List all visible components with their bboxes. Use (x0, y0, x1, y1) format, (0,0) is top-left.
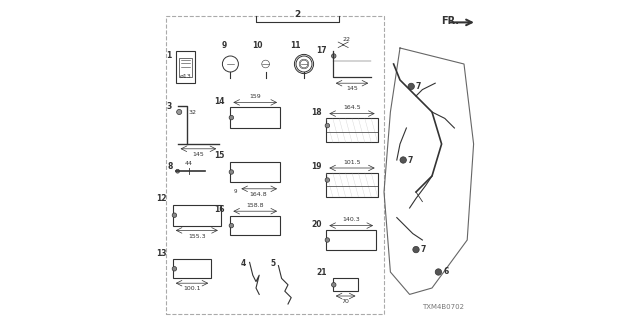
Text: 3: 3 (166, 102, 172, 111)
Bar (326, 118, 378, 142)
Circle shape (325, 123, 330, 128)
Text: 16: 16 (214, 205, 225, 214)
Text: 7: 7 (421, 245, 426, 254)
Bar (230, 216, 280, 235)
Circle shape (400, 157, 406, 163)
Circle shape (332, 283, 336, 287)
Text: 5: 5 (270, 260, 275, 268)
Text: 70: 70 (342, 299, 349, 304)
Bar (326, 230, 376, 250)
Circle shape (408, 83, 415, 90)
Circle shape (175, 169, 179, 173)
Text: 19: 19 (311, 162, 322, 171)
Text: 18: 18 (311, 108, 322, 117)
Bar (230, 162, 280, 182)
Text: 145: 145 (193, 152, 204, 157)
Text: 9: 9 (234, 189, 237, 194)
Text: 159: 159 (250, 94, 261, 99)
Text: 164.5: 164.5 (343, 105, 361, 110)
Text: 101.5: 101.5 (343, 160, 361, 165)
Circle shape (172, 213, 177, 218)
Bar (166, 16, 384, 314)
Text: 14: 14 (214, 97, 225, 106)
Text: 44: 44 (185, 161, 193, 166)
Text: 4: 4 (241, 260, 246, 268)
Text: 2: 2 (294, 10, 301, 19)
Circle shape (229, 223, 234, 228)
Text: TXM4B0702: TXM4B0702 (422, 304, 464, 310)
Text: ø13: ø13 (180, 73, 191, 78)
Text: 145: 145 (346, 86, 358, 92)
Circle shape (325, 238, 330, 242)
Text: 22: 22 (342, 37, 351, 42)
Bar (176, 51, 195, 83)
Bar (333, 278, 358, 291)
Text: 17: 17 (316, 46, 326, 55)
Text: 15: 15 (214, 151, 225, 160)
Text: 11: 11 (291, 41, 301, 50)
Circle shape (229, 170, 234, 174)
Text: 10: 10 (252, 41, 262, 50)
Text: 8: 8 (168, 162, 173, 171)
Text: 140.3: 140.3 (342, 217, 360, 222)
Bar (179, 58, 192, 77)
Text: 20: 20 (311, 220, 322, 229)
Circle shape (413, 246, 419, 253)
Circle shape (172, 267, 177, 271)
Circle shape (332, 54, 336, 58)
Text: 9: 9 (222, 41, 227, 50)
Text: 100.1: 100.1 (183, 286, 201, 292)
Text: 164.8: 164.8 (250, 192, 268, 197)
Text: FR.: FR. (442, 16, 460, 26)
Text: 7: 7 (416, 82, 421, 91)
Bar (326, 173, 378, 197)
Text: 13: 13 (157, 249, 167, 258)
Text: 155.3: 155.3 (188, 234, 205, 239)
Circle shape (177, 109, 182, 115)
Bar (173, 259, 211, 278)
Text: 21: 21 (317, 268, 327, 277)
Circle shape (325, 178, 330, 182)
Circle shape (435, 269, 442, 275)
Text: 7: 7 (408, 156, 413, 164)
Text: 1: 1 (166, 51, 172, 60)
Text: 32: 32 (189, 109, 197, 115)
Text: 158.8: 158.8 (246, 203, 264, 208)
Bar (173, 205, 221, 226)
Text: 6: 6 (443, 268, 449, 276)
Bar (230, 107, 280, 128)
Circle shape (229, 116, 234, 120)
Text: 12: 12 (157, 194, 167, 203)
